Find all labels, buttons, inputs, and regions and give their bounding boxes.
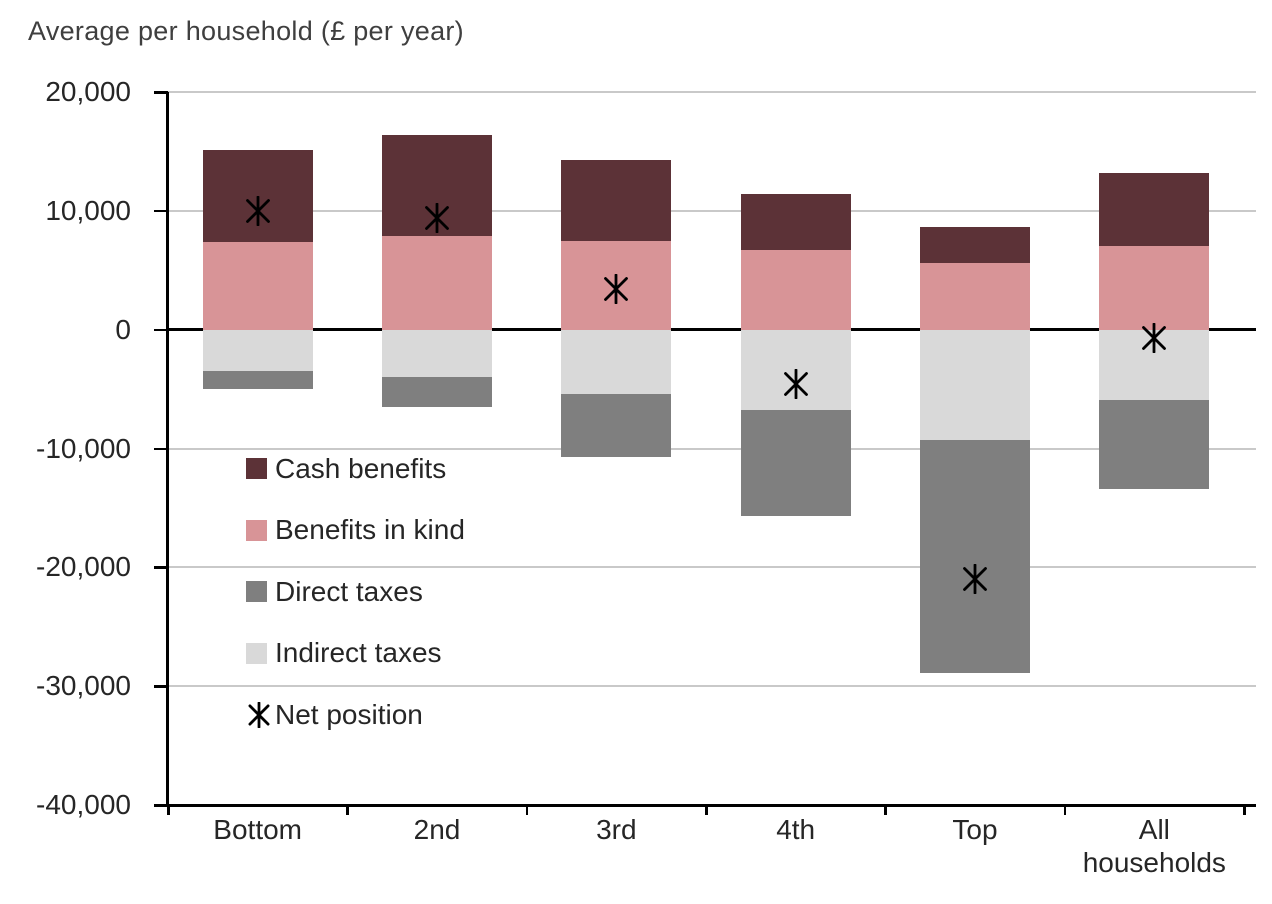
- gridline-20000: [168, 91, 1256, 93]
- bar-segment-direct-taxes-bottom: [202, 371, 313, 390]
- x-tick-3: [705, 805, 708, 815]
- x-tick-5: [1063, 805, 1067, 815]
- net-position-marker-2nd: [425, 202, 449, 233]
- y-tick--40000: [154, 804, 168, 807]
- y-axis-label--30000: -30,000: [36, 670, 131, 702]
- legend-item-direct-taxes: Direct taxes: [246, 561, 465, 623]
- x-tick-0: [167, 805, 170, 815]
- net-position-marker-top: [963, 564, 987, 595]
- bar-segment-indirect-taxes-bottom: [202, 329, 313, 372]
- bar-segment-benefits-in-kind-4th: [740, 250, 851, 330]
- bar-segment-benefits-in-kind-bottom: [202, 241, 313, 330]
- chart-title: Average per household (£ per year): [28, 16, 464, 46]
- bar-segment-cash-benefits-all-households: [1099, 172, 1210, 247]
- bar-segment-cash-benefits-3rd: [561, 159, 672, 241]
- x-tick-2: [525, 805, 529, 815]
- cash-benefits-swatch-icon: [246, 458, 267, 480]
- bar-segment-direct-taxes-2nd: [382, 377, 492, 407]
- net-position-marker-bottom: [245, 195, 270, 226]
- x-tick-4: [884, 805, 887, 815]
- legend-item-net-position: Net position: [246, 684, 465, 746]
- x-axis-label-all-households: All households: [1082, 814, 1226, 878]
- net-position-marker-4th: [783, 369, 808, 400]
- y-tick-20000: [154, 91, 168, 94]
- gridline--20000: [168, 566, 1256, 569]
- y-axis-label--10000: -10,000: [36, 432, 131, 464]
- x-axis-label-3rd: 3rd: [596, 814, 637, 845]
- y-tick-0: [154, 328, 168, 332]
- bar-segment-indirect-taxes-top: [920, 329, 1030, 441]
- y-tick-10000: [154, 209, 168, 213]
- bar-segment-benefits-in-kind-top: [920, 263, 1030, 330]
- gridline--30000: [168, 685, 1256, 688]
- legend-label-indirect-taxes: Indirect taxes: [275, 637, 442, 669]
- legend-item-benefits-in-kind: Benefits in kind: [246, 500, 465, 562]
- benefits-in-kind-swatch-icon: [246, 519, 267, 541]
- y-axis-label-10000: 10,000: [45, 194, 131, 226]
- bar-segment-direct-taxes-4th: [740, 410, 851, 517]
- legend-label-benefits-in-kind: Benefits in kind: [275, 514, 465, 546]
- bar-segment-cash-benefits-top: [920, 227, 1030, 264]
- legend-label-cash-benefits: Cash benefits: [275, 452, 447, 484]
- y-axis-label--20000: -20,000: [36, 551, 131, 583]
- bar-segment-direct-taxes-3rd: [561, 393, 672, 457]
- y-tick--30000: [154, 685, 168, 688]
- legend-label-net-position: Net position: [275, 698, 423, 730]
- net-position-marker-3rd: [604, 274, 629, 305]
- bar-segment-cash-benefits-4th: [740, 194, 851, 251]
- net-position-legend-icon: [248, 701, 270, 728]
- net-position-marker-all-households: [1142, 322, 1167, 353]
- legend-item-indirect-taxes: Indirect taxes: [246, 623, 465, 685]
- y-axis-label--40000: -40,000: [36, 789, 131, 820]
- gridline-10000: [168, 209, 1256, 212]
- legend-item-cash-benefits: Cash benefits: [246, 438, 465, 500]
- x-axis-label-top: Top: [952, 814, 998, 845]
- bar-segment-direct-taxes-top: [920, 440, 1030, 674]
- y-axis-label-20000: 20,000: [45, 76, 131, 107]
- direct-taxes-swatch-icon: [246, 581, 267, 603]
- legend-label-direct-taxes: Direct taxes: [275, 575, 423, 607]
- y-axis-label-0: 0: [115, 313, 131, 345]
- bar-segment-indirect-taxes-3rd: [561, 329, 672, 394]
- zero-line: [168, 328, 1256, 332]
- bar-segment-benefits-in-kind-all-households: [1099, 246, 1210, 330]
- y-tick--10000: [154, 447, 168, 450]
- x-axis-label-4th: 4th: [776, 814, 816, 845]
- y-tick--20000: [154, 566, 168, 569]
- bar-segment-direct-taxes-all-households: [1099, 399, 1210, 489]
- x-tick-1: [346, 805, 349, 815]
- legend: Cash benefits Benefits in kind Direct taxe…: [246, 438, 465, 746]
- bar-segment-benefits-in-kind-2nd: [382, 235, 492, 330]
- x-axis-line: [166, 804, 1256, 807]
- indirect-taxes-swatch-icon: [246, 642, 267, 664]
- gridline--10000: [168, 447, 1256, 450]
- bar-segment-indirect-taxes-2nd: [382, 329, 492, 378]
- x-axis-label-2nd: 2nd: [413, 814, 461, 845]
- x-axis-label-bottom: Bottom: [213, 814, 302, 845]
- x-tick-6: [1243, 805, 1246, 815]
